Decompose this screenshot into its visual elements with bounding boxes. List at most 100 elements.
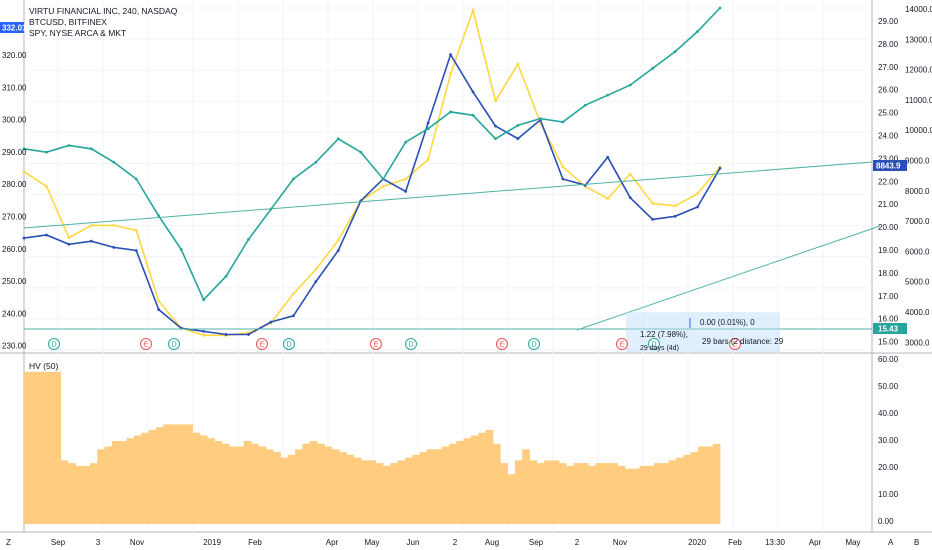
left-axis-tick: 230.00 [2, 342, 27, 351]
series-point-2 [381, 177, 385, 181]
series-point-1 [426, 121, 430, 125]
trendline-upper[interactable] [23, 161, 873, 229]
mid-axis-tick: 26.00 [878, 86, 899, 95]
hv-bar [500, 463, 508, 524]
series-point-0 [494, 99, 497, 103]
mid-axis-tick: 28.00 [878, 40, 899, 49]
event-marker[interactable] [370, 338, 382, 350]
hv-bar [683, 454, 692, 524]
hv-bar [155, 427, 164, 524]
hv-bar [31, 371, 40, 524]
price-pane[interactable] [0, 0, 872, 352]
hv-bar [214, 441, 223, 524]
event-marker[interactable] [48, 338, 60, 350]
event-marker[interactable] [729, 338, 741, 350]
series-point-1 [404, 190, 408, 193]
right-axis-tick: 10000.0 [905, 126, 932, 135]
hv-bar [221, 443, 230, 524]
corner-left-label[interactable]: Z [6, 538, 11, 547]
mid-axis-tick: 18.00 [878, 269, 899, 278]
series-point-2 [404, 140, 408, 144]
measure-bars: 29 bars (2 [702, 337, 739, 346]
series-point-0 [112, 224, 116, 227]
hv-bar [639, 465, 648, 524]
series-point-0 [67, 236, 71, 240]
hv-bar [287, 454, 296, 524]
series-point-1 [292, 314, 295, 318]
time-axis-tick: May [364, 538, 379, 547]
hv-bar [661, 463, 670, 524]
series-point-0 [89, 224, 93, 227]
mid-axis-tick: 22.00 [878, 177, 899, 186]
series-point-2 [561, 120, 565, 124]
left-axis-tick: 240.00 [2, 309, 27, 318]
series-point-0 [696, 192, 699, 196]
event-marker[interactable] [256, 338, 268, 350]
series-point-1 [516, 137, 520, 140]
legend-btcusd[interactable]: BTCUSD, BITFINEX [29, 17, 107, 27]
right-price-tag-text: 8843.9 [876, 162, 901, 171]
hv-bar [353, 457, 362, 524]
event-marker[interactable] [283, 338, 295, 350]
series-point-0 [404, 177, 408, 181]
hv-bar [404, 457, 413, 524]
series-point-1 [45, 233, 48, 237]
event-marker[interactable] [140, 338, 152, 350]
event-marker[interactable] [648, 338, 660, 350]
hv-bar [324, 446, 333, 524]
right-axis-tick: 7000.0 [905, 217, 930, 226]
series-point-1 [314, 280, 318, 283]
hv-bar [199, 435, 208, 524]
series-point-0 [134, 228, 138, 232]
left-axis-tick: 270.00 [2, 213, 27, 222]
series-point-2 [157, 214, 161, 218]
left-price-tag-text: 332.01 [2, 24, 27, 33]
hv-bar [111, 441, 120, 524]
mid-axis-tick: 27.00 [878, 63, 899, 72]
series-point-2 [651, 66, 655, 70]
series-point-1 [673, 214, 677, 218]
event-marker-label: E [144, 342, 149, 349]
event-marker[interactable] [528, 338, 540, 350]
hv-bar [588, 465, 596, 524]
time-axis-tick: Nov [613, 538, 627, 547]
event-marker[interactable] [616, 338, 628, 350]
series-point-0 [449, 72, 452, 76]
hv-bar [317, 443, 325, 524]
series-point-2 [516, 123, 520, 127]
left-axis-tick: 290.00 [2, 148, 27, 157]
hv-bar [456, 441, 464, 524]
hv-axis-tick: 50.00 [878, 382, 899, 391]
series-point-1 [202, 329, 206, 333]
series-point-0 [45, 184, 48, 188]
series-point-1 [628, 196, 632, 200]
trendline-lower[interactable] [576, 225, 881, 331]
series-point-1 [224, 333, 228, 336]
hv-axis-tick: 30.00 [878, 436, 899, 445]
time-axis-tick: Sep [51, 538, 66, 547]
event-marker[interactable] [405, 338, 417, 350]
hv-axis-tick: 0.00 [878, 517, 894, 526]
series-point-0 [157, 299, 161, 303]
event-marker-label: D [171, 342, 176, 349]
hv-legend[interactable]: HV (50) [29, 361, 59, 371]
corner-right-a-label[interactable]: A [888, 538, 894, 547]
left-price-tag [0, 22, 24, 33]
legend-virtu[interactable]: VIRTU FINANCIAL INC, 240, NASDAQ [29, 6, 178, 16]
series-point-1 [112, 246, 116, 249]
corner-right-b-label[interactable]: B [914, 538, 919, 547]
event-marker-label: D [286, 342, 291, 349]
hv-bar [141, 432, 149, 524]
event-marker[interactable] [496, 338, 508, 350]
series-point-0 [426, 158, 430, 161]
hv-bar [185, 424, 193, 524]
hv-area [24, 371, 721, 524]
legend-spy[interactable]: SPY, NYSE ARCA & MKT [29, 28, 127, 38]
hv-bar [419, 452, 428, 524]
time-axis-tick: Nov [130, 538, 144, 547]
event-marker[interactable] [168, 338, 180, 350]
hv-bar [610, 463, 618, 524]
series-point-2 [134, 177, 138, 181]
